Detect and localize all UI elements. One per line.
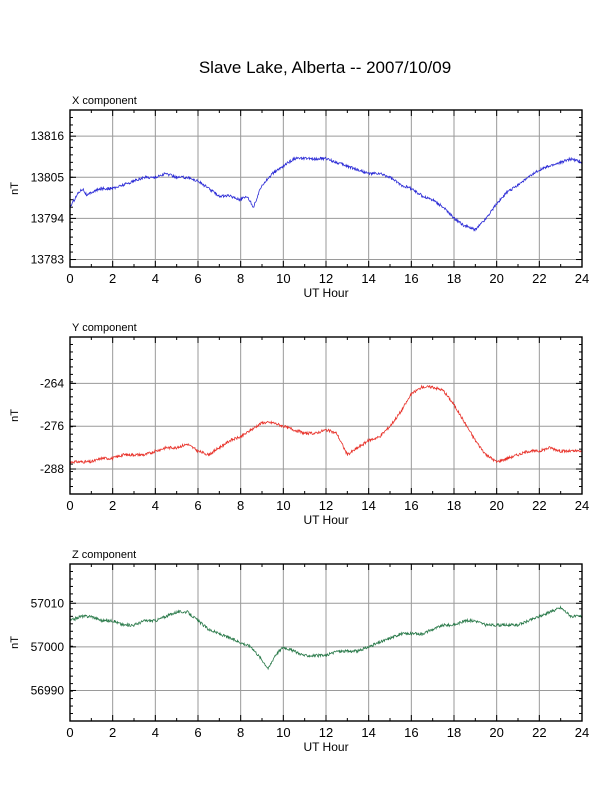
x-tick-label: 18 [447, 725, 461, 740]
x-tick-label: 6 [194, 725, 201, 740]
x-axis-label: UT Hour [303, 740, 348, 754]
x-tick-label: 20 [489, 498, 503, 513]
x-tick-label: 10 [276, 725, 290, 740]
x-tick-label: 2 [109, 725, 116, 740]
page-title: Slave Lake, Alberta -- 2007/10/09 [198, 58, 452, 77]
y-tick-label: 13816 [31, 129, 65, 143]
x-axis-label: UT Hour [303, 286, 348, 300]
x-tick-label: 10 [276, 498, 290, 513]
x-tick-label: 14 [361, 498, 375, 513]
y-tick-label: -264 [40, 376, 64, 390]
y-tick-label: 57000 [31, 640, 65, 654]
grid-lines [70, 564, 582, 721]
grid-lines [70, 337, 582, 494]
x-tick-label: 16 [404, 725, 418, 740]
x-tick-label: 24 [575, 725, 589, 740]
x-tick-label: 8 [237, 271, 244, 286]
x-tick-label: 8 [237, 725, 244, 740]
data-points [69, 158, 583, 230]
panel-label: Y component [72, 322, 137, 334]
x-tick-label: 22 [532, 271, 546, 286]
x-tick-label: 4 [152, 725, 159, 740]
x-tick-label: 2 [109, 271, 116, 286]
x-tick-label: 16 [404, 271, 418, 286]
grid-lines [70, 110, 582, 267]
x-tick-label: 0 [66, 725, 73, 740]
x-tick-label: 14 [361, 725, 375, 740]
x-tick-label: 8 [237, 498, 244, 513]
x-tick-label: 6 [194, 498, 201, 513]
plot-frame [69, 109, 583, 268]
series-line [69, 156, 583, 232]
y-tick-label: -288 [40, 462, 64, 476]
y-tick-label: -276 [40, 419, 64, 433]
y-tick-label: 56990 [31, 683, 65, 697]
x-tick-label: 16 [404, 498, 418, 513]
series-line [69, 384, 583, 465]
x-tick-label: 20 [489, 271, 503, 286]
x-tick-label: 22 [532, 725, 546, 740]
x-tick-label: 14 [361, 271, 375, 286]
data-points [69, 607, 583, 669]
x-tick-label: 4 [152, 271, 159, 286]
y-tick-label: 13805 [31, 170, 65, 184]
x-tick-label: 18 [447, 271, 461, 286]
x-tick-label: 24 [575, 271, 589, 286]
y-tick-label: 13783 [31, 253, 65, 267]
x-tick-label: 0 [66, 498, 73, 513]
x-tick-label: 6 [194, 271, 201, 286]
y-axis-label: nT [9, 182, 21, 195]
y-tick-label: 57010 [31, 596, 65, 610]
y-axis-label: nT [9, 636, 21, 649]
plot-frame [69, 563, 583, 722]
x-tick-label: 2 [109, 498, 116, 513]
x-tick-label: 12 [319, 498, 333, 513]
x-axis-label: UT Hour [303, 513, 348, 527]
x-tick-label: 10 [276, 271, 290, 286]
plot-frame [69, 336, 583, 495]
series-line [69, 605, 583, 671]
x-tick-label: 22 [532, 498, 546, 513]
panel-label: Z component [72, 549, 136, 561]
x-tick-label: 4 [152, 498, 159, 513]
y-tick-label: 13794 [31, 211, 65, 225]
x-tick-label: 18 [447, 498, 461, 513]
x-tick-label: 24 [575, 498, 589, 513]
x-tick-label: 12 [319, 725, 333, 740]
y-axis-label: nT [9, 409, 21, 422]
x-tick-label: 12 [319, 271, 333, 286]
panel-label: X component [72, 95, 137, 107]
x-tick-label: 0 [66, 271, 73, 286]
x-tick-label: 20 [489, 725, 503, 740]
